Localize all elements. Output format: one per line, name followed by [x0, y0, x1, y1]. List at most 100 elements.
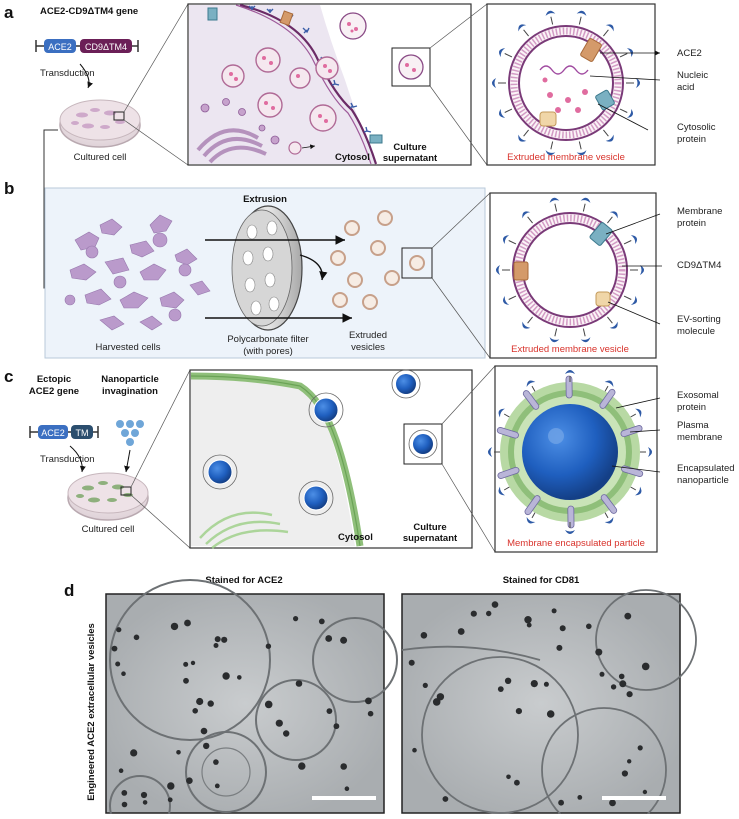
gold-particle [140, 791, 148, 799]
ace2-gene-box [44, 39, 76, 53]
gold-particle [265, 643, 272, 649]
exosomal-protein-icon [497, 466, 520, 479]
panel-c: c Ectopic ACE2 gene Nanoparticle invagin… [4, 365, 735, 553]
ace2-gene-label: ACE2 [48, 42, 72, 52]
gold-particle [200, 727, 208, 735]
ace2-receptor-icon [526, 512, 536, 524]
exosomal-protein-icon [522, 390, 540, 410]
callout-membrane-protein-1: Membrane [677, 206, 722, 217]
cargo-dots-a [542, 77, 588, 113]
callout-nucleic-acid-2: acid [677, 82, 694, 93]
culture-dish-c [67, 472, 149, 521]
nanoparticle-invagination-1: Nanoparticle [101, 374, 159, 385]
gold-particle [221, 636, 228, 643]
gold-particle [595, 648, 603, 656]
cd9-gene-box [80, 39, 132, 53]
gold-particle [627, 759, 632, 764]
gold-particle [325, 635, 333, 642]
particle-detail-c: Membrane encapsulated particle [488, 365, 661, 553]
gold-particle [170, 622, 179, 631]
panel-b: b Harvested cells Extrusion [4, 179, 722, 359]
filter-label-line1: Polycarbonate filter [227, 334, 308, 345]
nanoparticle-cluster [116, 420, 144, 446]
panel-b-letter: b [4, 179, 14, 198]
exosomal-protein-icon [599, 388, 616, 409]
ace2-receptor-icon [576, 141, 587, 156]
transduction-label-a: Transduction [40, 68, 95, 79]
polycarbonate-filter [231, 205, 303, 331]
gold-particle [222, 672, 230, 680]
ace2-receptor-icon [526, 380, 536, 392]
filter-label-line2: (with pores) [243, 346, 293, 357]
nanoparticle-invagination-2: invagination [102, 386, 158, 397]
gold-particle [213, 759, 219, 765]
gold-particle [214, 783, 220, 789]
cd9-gene-label: CD9ΔTM4 [85, 42, 127, 52]
ace2-receptor-icon [549, 197, 560, 212]
ace2-receptors-a [492, 10, 640, 156]
supernatant-label-c-line2: supernatant [403, 533, 458, 544]
micrograph-cd81 [401, 589, 697, 819]
transduction-arrow-a [79, 63, 94, 89]
gold-particle [167, 797, 173, 803]
gold-particle [213, 643, 219, 648]
ace2-receptor-icon [640, 447, 652, 457]
ace2-receptor-icon [630, 408, 642, 418]
exosomal-protein-icon [567, 505, 575, 529]
gold-particle [436, 693, 445, 701]
gold-particle [333, 723, 340, 730]
gold-particle [183, 661, 189, 667]
panel-d-letter: d [64, 581, 74, 600]
gold-particle [118, 768, 124, 773]
side-label-d: Engineered ACE2 extracellular vesicles [86, 623, 97, 801]
ace2-receptor-icon [498, 486, 510, 496]
transduction-label-c: Transduction [40, 454, 95, 465]
culture-dish-a [59, 99, 141, 148]
gold-particle [619, 680, 627, 688]
gold-particle [344, 786, 350, 791]
ace2-receptor-icon [580, 197, 591, 212]
gold-particle [559, 625, 566, 632]
gold-particle [176, 750, 181, 755]
harvested-cells-label: Harvested cells [96, 342, 161, 353]
gold-particle [340, 763, 348, 770]
callout-plasma-2: membrane [677, 432, 722, 443]
ev-outline [109, 579, 271, 741]
gold-particle [621, 770, 629, 777]
gold-particle [295, 680, 303, 687]
gold-particle [586, 623, 592, 630]
gold-particle [515, 708, 523, 715]
ace2-receptor-icon [604, 380, 614, 392]
gold-particle [121, 790, 128, 796]
nanoparticles-in-cell [202, 369, 421, 516]
title-cd81-stain: Stained for CD81 [503, 575, 580, 586]
ace2-receptor-icon [499, 48, 513, 58]
exosomal-protein-icon [565, 375, 573, 399]
micrograph-ace2 [105, 579, 398, 819]
gold-particle [214, 636, 221, 643]
ace2-receptor-icon [503, 295, 517, 305]
gold-particle [111, 645, 118, 652]
scale-bar-left [312, 796, 376, 800]
gold-particle [577, 795, 583, 800]
cell-zoom-box-a: Cytosol Culture supernatant [187, 3, 472, 166]
callout-membrane-protein-2: protein [677, 218, 706, 229]
gold-particle [192, 708, 198, 714]
title-ace2-stain: Stained for ACE2 [205, 575, 282, 586]
gold-particle [609, 799, 616, 807]
gold-particle [196, 697, 204, 706]
exosomal-proteins-c [488, 370, 652, 534]
ace2-receptor-icon [499, 108, 513, 118]
callout-plasma-1: Plasma [677, 420, 709, 431]
gold-particle [121, 671, 126, 676]
ectopic-gene-line1: Ectopic [37, 374, 71, 385]
gold-particle [626, 691, 633, 698]
ace2-receptor-icon [580, 328, 591, 343]
callout-ev-sorting-1: EV-sorting [677, 314, 721, 325]
callout-encapsulated-2: nanoparticle [677, 475, 729, 486]
gene-title-a: ACE2-CD9ΔTM4 gene [40, 6, 138, 17]
panel-c-letter: c [4, 367, 13, 386]
gold-particle [524, 616, 532, 624]
gold-particle [116, 627, 122, 633]
